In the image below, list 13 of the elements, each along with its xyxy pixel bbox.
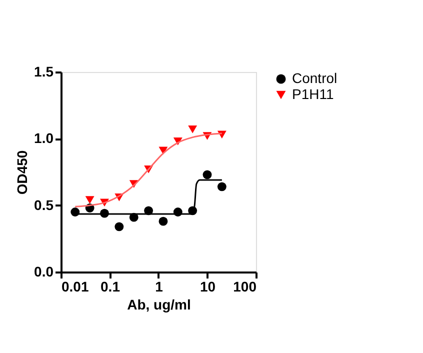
x-tick-label: 100: [233, 278, 257, 294]
y-tick-label: 1.5: [34, 64, 54, 80]
y-axis-title: OD450: [14, 150, 30, 195]
x-axis-title: Ab, ug/ml: [127, 296, 191, 312]
x-tick-label: 0.1: [100, 278, 120, 294]
y-tick-label: 0.5: [34, 196, 54, 213]
legend-label: Control: [292, 70, 338, 86]
x-tick-label: 1: [155, 278, 164, 294]
legend-label: P1H11: [292, 86, 334, 102]
x-tick-label: 10: [200, 278, 216, 294]
y-tick-label: 0.0: [34, 264, 54, 280]
y-tick-label: 1.0: [34, 130, 54, 146]
x-tick-label: 0.01: [62, 278, 89, 294]
